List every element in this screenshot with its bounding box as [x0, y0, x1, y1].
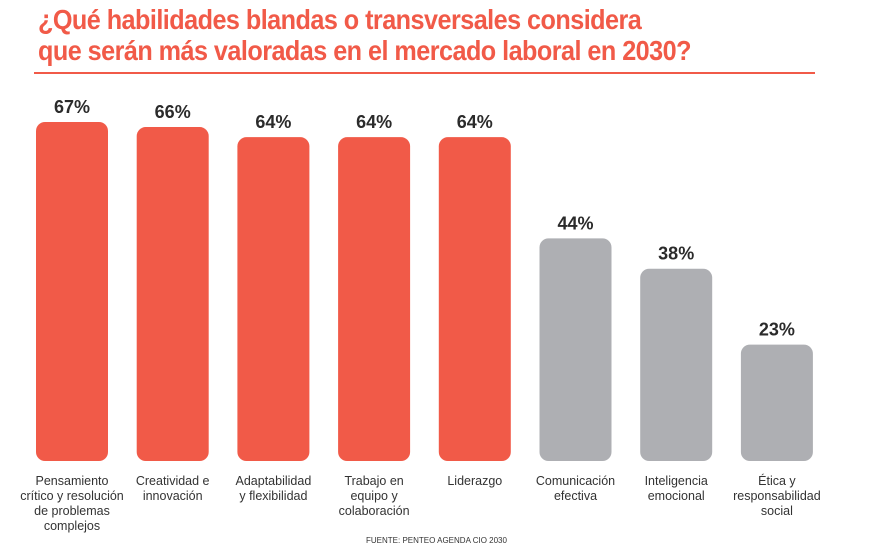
bar-1	[36, 122, 108, 461]
category-label-6: Comunicación efectiva	[536, 474, 615, 503]
bar-8	[740, 344, 813, 461]
category-label-7: Inteligencia emocional	[645, 474, 708, 503]
chart-title-line-2: que serán más valoradas en el mercado la…	[38, 35, 692, 66]
value-label-5: 64%	[457, 112, 493, 132]
bar-7	[640, 268, 713, 461]
category-label-5: Liderazgo	[447, 474, 502, 488]
category-label-8: Ética y responsabilidad social	[733, 473, 821, 518]
category-label-2: Creatividad e innovación	[136, 474, 210, 503]
value-label-1: 67%	[54, 97, 90, 117]
value-label-4: 64%	[356, 112, 392, 132]
value-label-7: 38%	[658, 244, 694, 264]
value-label-3: 64%	[255, 112, 291, 132]
bar-4	[338, 137, 411, 461]
bar-6	[539, 238, 612, 461]
category-label-1: Pensamiento crítico y resolución de proble…	[20, 474, 124, 533]
chart-title: ¿Qué habilidades blandas o transversales…	[38, 4, 776, 66]
bar-3	[237, 137, 310, 461]
chart-title-line-1: ¿Qué habilidades blandas o transversales…	[38, 4, 642, 35]
source-note: FUENTE: PENTEO AGENDA CIO 2030	[366, 536, 507, 545]
category-label-4: Trabajo en equipo y colaboración	[339, 474, 410, 518]
value-label-2: 66%	[155, 102, 191, 122]
bar-5	[438, 137, 511, 461]
value-label-8: 23%	[759, 320, 795, 340]
category-label-3: Adaptabilidad y flexibilidad	[236, 474, 312, 503]
value-label-6: 44%	[557, 213, 593, 233]
bar-2	[136, 127, 209, 462]
title-divider	[34, 72, 815, 74]
